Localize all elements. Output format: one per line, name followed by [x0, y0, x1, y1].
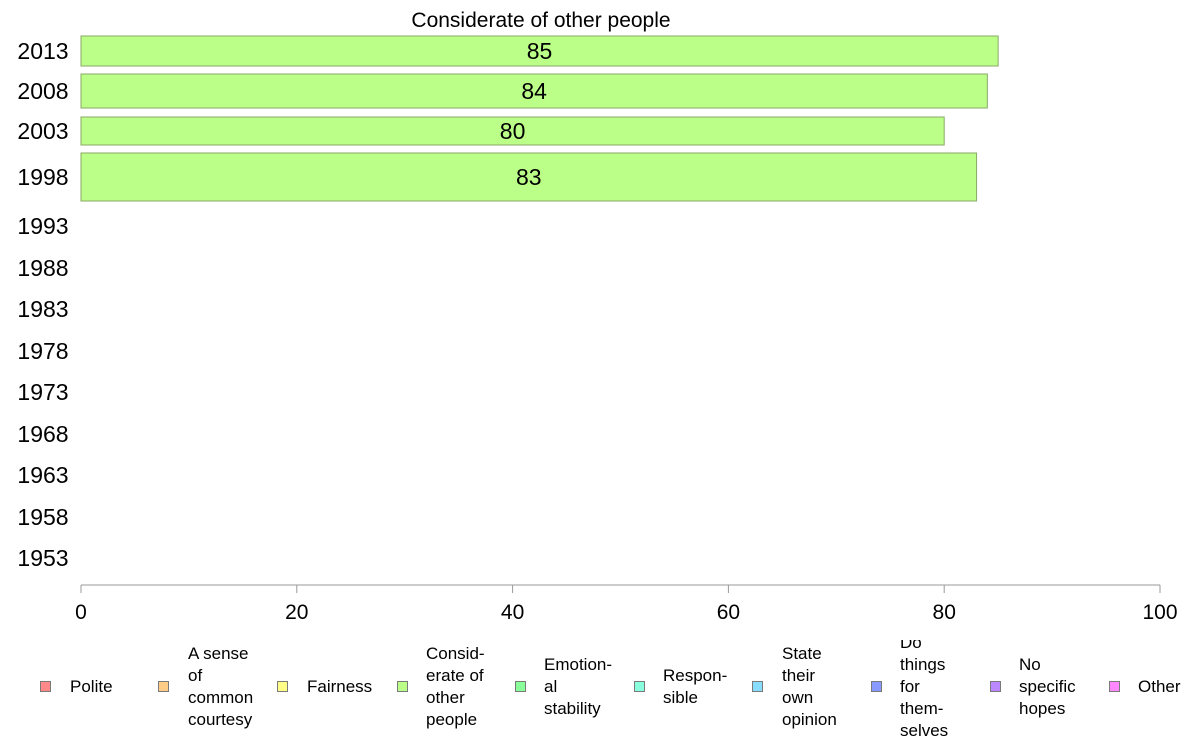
plot-area: 2013 2008 2003 1998 1993 1988 1983 1978 1973 1968… — [17, 35, 1178, 624]
x-tick-label: 60 — [717, 601, 740, 624]
category-label: 1973 — [17, 379, 68, 405]
category-label: 2003 — [17, 118, 68, 144]
legend-label: Consid- erate of other people — [426, 644, 485, 729]
bar-2013 — [80, 35, 999, 67]
legend-swatch — [277, 681, 288, 692]
legend-label: A sense of common courtesy — [188, 644, 254, 729]
chart-legend: Polite A sense of common courtesy Fairness… — [0, 640, 1188, 736]
bar-value-label: 85 — [527, 38, 553, 64]
legend-swatch — [158, 681, 169, 692]
category-label: 1958 — [17, 504, 68, 530]
category-label: 1993 — [17, 213, 68, 239]
category-label: 1978 — [17, 338, 68, 364]
legend-swatch — [397, 681, 408, 692]
bar-value-label: 83 — [516, 164, 542, 190]
legend-swatch — [40, 681, 51, 692]
bar-value-label: 84 — [521, 78, 547, 104]
category-label: 2008 — [17, 78, 68, 104]
legend-label: Polite — [70, 677, 113, 696]
legend-label: No specific hopes — [1019, 655, 1076, 718]
legend-label: Fairness — [307, 677, 373, 696]
category-label: 2013 — [17, 38, 68, 64]
category-label: 1998 — [17, 164, 68, 190]
category-label: 1953 — [17, 545, 68, 571]
x-tick-label: 80 — [933, 601, 956, 624]
legend-label: Emotion- al stability — [544, 655, 613, 718]
legend-swatch — [1109, 681, 1120, 692]
category-label: 1968 — [17, 421, 68, 447]
category-label: 1963 — [17, 462, 68, 488]
legend-swatch — [752, 681, 763, 692]
bar-2008 — [80, 73, 988, 109]
legend-label: State their own opinion — [782, 644, 837, 729]
legend-swatch — [871, 681, 882, 692]
legend-swatch — [634, 681, 645, 692]
legend-label: Respon- sible — [663, 666, 728, 707]
legend-swatch — [990, 681, 1001, 692]
chart-title: Considerate of other people — [411, 9, 670, 32]
legend-label: Other — [1138, 677, 1181, 696]
bar-value-label: 80 — [500, 118, 526, 144]
bar-chart: Considerate of other people 2013 2008 2003… — [17, 9, 1178, 624]
legend-swatch — [515, 681, 526, 692]
bar-1998 — [80, 152, 978, 202]
legend-label: Do things for them- selves — [900, 640, 949, 736]
x-tick-label: 40 — [501, 601, 524, 624]
category-label: 1988 — [17, 255, 68, 281]
category-label: 1983 — [17, 296, 68, 322]
x-tick-label: 0 — [75, 601, 87, 624]
bar-2003 — [80, 116, 945, 146]
x-tick-label: 100 — [1142, 601, 1177, 624]
x-tick-label: 20 — [285, 601, 308, 624]
